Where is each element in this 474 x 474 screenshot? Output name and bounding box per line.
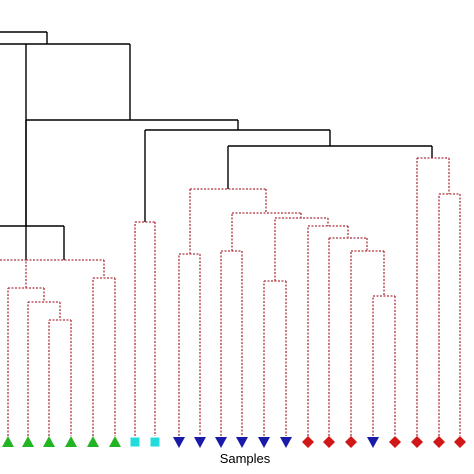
sample-marker-triangle-up-6	[109, 436, 121, 447]
sample-marker-square-8	[150, 437, 160, 447]
sample-marker-triangle-up-5	[87, 436, 99, 447]
sample-marker-square-7	[130, 437, 140, 447]
sample-marker-triangle-up-2	[22, 436, 34, 447]
sample-marker-triangle-down-12	[236, 437, 248, 448]
sample-marker-triangle-down-10	[194, 437, 206, 448]
sample-marker-diamond-15	[302, 436, 314, 448]
sample-marker-triangle-down-14	[280, 437, 292, 448]
sample-markers	[2, 436, 466, 448]
sample-marker-triangle-down-9	[173, 437, 185, 448]
sample-marker-diamond-22	[454, 436, 466, 448]
sample-marker-diamond-21	[433, 436, 445, 448]
sample-marker-diamond-20	[411, 436, 423, 448]
x-axis-label-container: Samples	[0, 451, 474, 466]
sample-marker-triangle-up-1	[2, 436, 14, 447]
dendrogram-lower-links	[0, 157, 461, 436]
x-axis-label: Samples	[219, 451, 271, 466]
sample-marker-diamond-17	[345, 436, 357, 448]
sample-marker-triangle-up-4	[65, 436, 77, 447]
sample-marker-diamond-19	[389, 436, 401, 448]
sample-marker-diamond-16	[323, 436, 335, 448]
sample-marker-triangle-down-18	[367, 437, 379, 448]
sample-marker-triangle-up-3	[43, 436, 55, 447]
dendrogram-upper-links	[0, 31, 433, 260]
sample-marker-triangle-down-11	[215, 437, 227, 448]
sample-marker-triangle-down-13	[258, 437, 270, 448]
